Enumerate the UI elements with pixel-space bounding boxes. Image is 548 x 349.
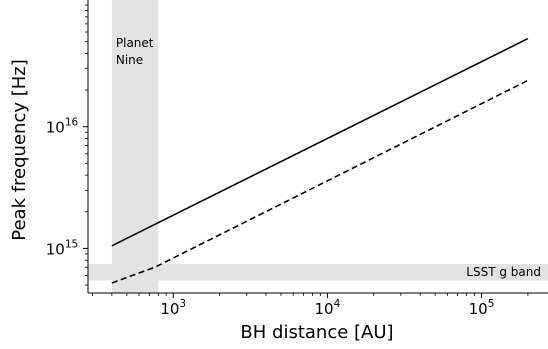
y-axis-label: Peak frequency [Hz]: [9, 59, 30, 241]
shaded-regions: [88, 0, 548, 293]
planet-nine-region: [111, 0, 159, 293]
ticks: 103 104 105 1015 1016: [46, 4, 529, 318]
x-tick-label: 103: [160, 298, 186, 318]
axes: [87, 0, 548, 294]
dashed-series-line: [111, 79, 529, 284]
solid-series-line: [111, 37, 529, 247]
lsst-g-band-label: LSST g band: [466, 265, 541, 279]
x-tick-label: 105: [469, 298, 495, 318]
planet-nine-label-line: Nine: [116, 53, 143, 67]
y-tick-label: 1016: [46, 117, 79, 137]
annotations: Planet Nine LSST g band: [116, 36, 541, 279]
lsst-g-band-region: [88, 263, 548, 281]
x-axis-label: BH distance [AU]: [240, 322, 393, 343]
x-tick-label: 104: [314, 298, 340, 318]
planet-nine-label-line: Planet: [116, 36, 154, 50]
series-lines: [111, 37, 529, 284]
y-tick-label: 1015: [46, 238, 78, 258]
